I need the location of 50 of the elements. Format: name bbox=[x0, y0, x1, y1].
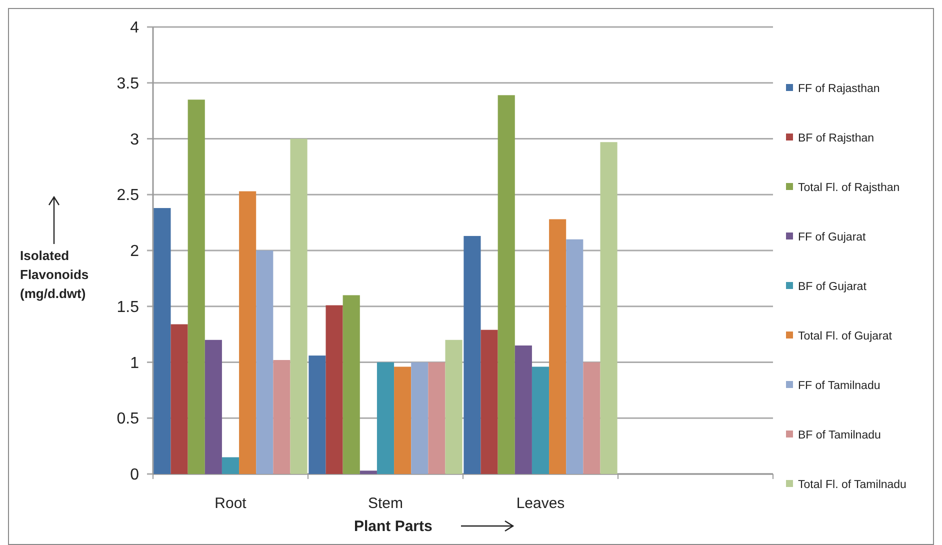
y-tick-label: 2.5 bbox=[116, 187, 140, 204]
bar bbox=[204, 340, 222, 474]
bar bbox=[428, 362, 446, 474]
y-tick-label: 3.5 bbox=[116, 75, 140, 92]
x-tick-label: Leaves bbox=[516, 495, 565, 512]
bar bbox=[514, 345, 532, 474]
bar bbox=[445, 340, 462, 474]
legend-label: BF of Gujarat bbox=[798, 281, 868, 294]
y-tick-label: 3 bbox=[130, 131, 140, 148]
y-tick-label: 0.5 bbox=[116, 410, 140, 428]
bar bbox=[498, 95, 515, 474]
bar bbox=[326, 305, 343, 474]
bar bbox=[480, 330, 498, 474]
legend-label: BF of Tamilnadu bbox=[798, 430, 881, 442]
bar bbox=[583, 362, 600, 474]
bar bbox=[273, 360, 290, 474]
bar bbox=[376, 362, 394, 474]
bar bbox=[170, 324, 188, 474]
bar bbox=[154, 208, 171, 474]
bar bbox=[394, 366, 412, 474]
bar bbox=[308, 356, 326, 474]
legend-label: FF of Tamilnadu bbox=[798, 380, 880, 392]
bar bbox=[342, 295, 360, 474]
x-axis-title: Plant Parts bbox=[354, 518, 432, 535]
y-axis-title: Isolated Flavonoids (mg/d.dwt) bbox=[20, 248, 89, 301]
y-tick-label: 1 bbox=[130, 354, 140, 372]
bar bbox=[239, 191, 256, 474]
x-tick-label: Root bbox=[214, 495, 248, 512]
bar bbox=[532, 366, 550, 474]
y-tick-label: 4 bbox=[130, 20, 140, 37]
bar bbox=[566, 239, 584, 474]
bar bbox=[188, 100, 205, 474]
bar bbox=[464, 236, 481, 474]
legend-label: Total Fl. of Tamilnadu bbox=[798, 479, 906, 492]
bar bbox=[600, 142, 618, 474]
y-tick-label: 2 bbox=[130, 243, 140, 260]
legend-label: FF of Gujarat bbox=[798, 232, 867, 244]
legend-label: BF of Rajsthan bbox=[798, 132, 874, 145]
bar bbox=[411, 362, 428, 474]
legend-label: Total Fl. of Gujarat bbox=[798, 330, 893, 343]
y-tick-label: 0 bbox=[130, 466, 140, 484]
legend-label: Total Fl. of Rajsthan bbox=[798, 182, 900, 194]
bar bbox=[222, 457, 240, 474]
legend-label: FF of Rajasthan bbox=[798, 83, 880, 96]
y-tick-label: 1.5 bbox=[116, 298, 140, 316]
bar bbox=[360, 470, 377, 474]
bar bbox=[290, 138, 308, 474]
bar bbox=[549, 219, 566, 474]
x-tick-label: Stem bbox=[368, 495, 404, 512]
bar bbox=[256, 250, 274, 474]
